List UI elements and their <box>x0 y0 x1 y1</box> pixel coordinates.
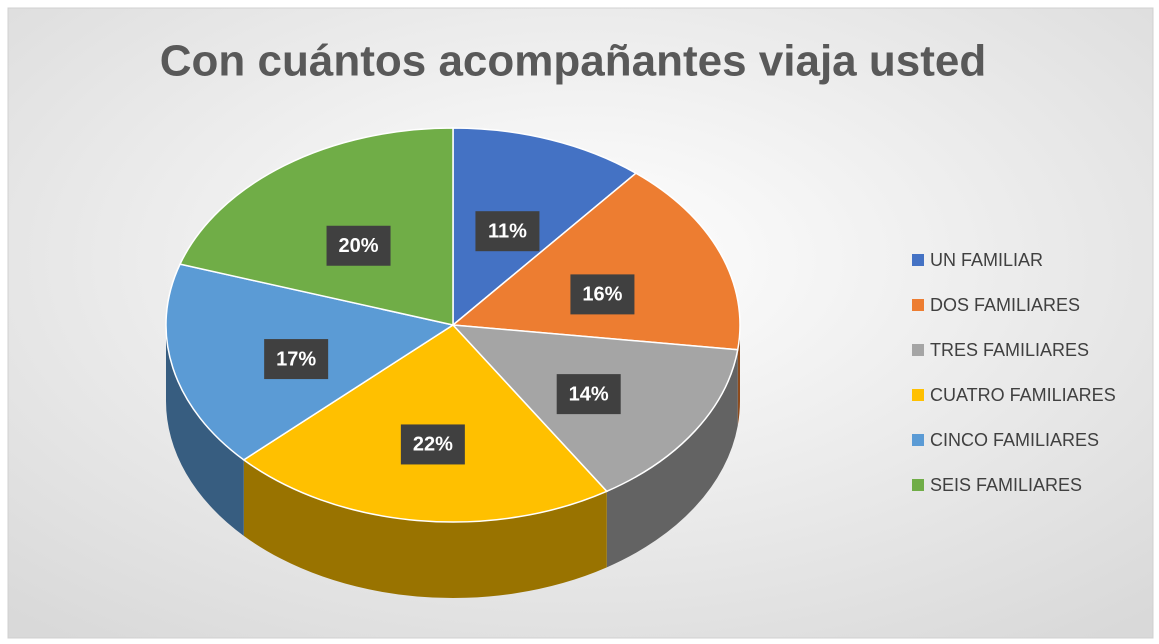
data-label-box <box>326 225 391 266</box>
legend-swatch <box>912 299 924 311</box>
slice-side <box>606 349 738 568</box>
legend-swatch <box>912 479 924 491</box>
legend-swatch <box>912 434 924 446</box>
legend-label: TRES FAMILIARES <box>930 340 1089 360</box>
data-label: 11% <box>488 220 527 242</box>
legend-label: DOS FAMILIARES <box>930 295 1080 315</box>
legend-label: CUATRO FAMILIARES <box>930 385 1116 405</box>
slice <box>451 172 741 351</box>
slice <box>178 127 454 326</box>
slice <box>242 324 609 523</box>
data-label-box <box>264 339 329 380</box>
chart-title: Con cuántos acompañantes viaja usted <box>160 37 986 86</box>
legend-swatch <box>912 254 924 266</box>
data-label-box <box>400 424 465 465</box>
data-label: 14% <box>569 383 609 405</box>
data-label: 22% <box>413 434 453 456</box>
data-label: 16% <box>582 284 622 306</box>
data-label: 17% <box>276 348 316 370</box>
data-label: 20% <box>339 235 379 257</box>
legend-label: CINCO FAMILIARES <box>930 430 1099 450</box>
slice-side <box>166 325 244 536</box>
legend-swatch <box>912 344 924 356</box>
data-label-box <box>475 211 540 252</box>
data-label-box <box>556 374 621 415</box>
slice <box>452 127 638 327</box>
legend-swatch <box>912 389 924 401</box>
legend-label: SEIS FAMILIARES <box>930 475 1082 495</box>
legend-label: UN FAMILIAR <box>930 250 1043 270</box>
slice-side <box>243 459 607 598</box>
data-label-box <box>570 274 635 315</box>
